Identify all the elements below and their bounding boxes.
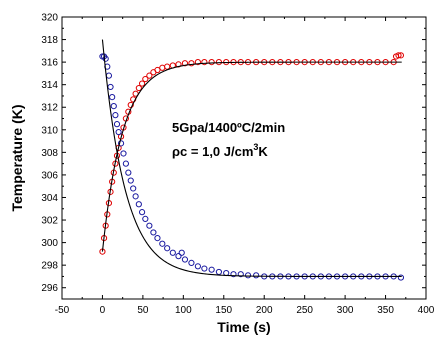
series-layer xyxy=(99,39,405,281)
annotation-line-2: ρc = 1,0 J/cm3K xyxy=(172,142,268,159)
y-tick-label: 318 xyxy=(41,35,58,46)
data-point xyxy=(181,256,189,263)
data-point xyxy=(201,265,208,272)
x-tick-label: 350 xyxy=(377,305,394,316)
y-tick-label: 302 xyxy=(41,216,58,227)
data-point xyxy=(146,72,153,79)
data-point xyxy=(154,66,161,74)
x-tick-label: 300 xyxy=(337,305,354,316)
y-tick-label: 304 xyxy=(41,193,58,204)
fit-curve-1 xyxy=(101,61,402,252)
data-point xyxy=(135,201,142,208)
data-point xyxy=(125,169,132,176)
x-tick-label: 400 xyxy=(418,305,435,316)
data-point xyxy=(194,59,201,66)
y-tick-label: 314 xyxy=(41,80,58,91)
data-point xyxy=(244,272,252,279)
x-tick-label: 150 xyxy=(215,305,232,316)
data-point xyxy=(112,112,119,119)
x-tick-label: 50 xyxy=(137,305,149,316)
data-point xyxy=(102,55,109,62)
data-point xyxy=(142,75,149,83)
y-tick-label: 312 xyxy=(41,103,58,114)
data-point xyxy=(169,249,176,256)
y-tick-label: 308 xyxy=(41,148,58,159)
x-tick-label: 250 xyxy=(296,305,313,316)
data-point xyxy=(159,240,166,247)
data-point xyxy=(164,245,171,252)
data-point xyxy=(253,272,260,279)
data-point xyxy=(113,121,121,128)
annotation-line-2-prefix: ρc = 1,0 J/cm xyxy=(172,144,253,159)
x-tick-label: 200 xyxy=(256,305,273,316)
y-tick-label: 300 xyxy=(41,238,58,249)
annotation-line-1: 5Gpa/1400ºC/2min xyxy=(172,120,285,135)
x-tick-label: 0 xyxy=(100,305,106,316)
data-point xyxy=(142,215,149,223)
data-point xyxy=(208,59,215,66)
x-tick-label: 100 xyxy=(175,305,192,316)
data-point xyxy=(188,259,195,266)
data-point xyxy=(138,80,146,87)
data-point xyxy=(208,266,215,273)
data-point xyxy=(397,274,405,281)
data-point xyxy=(164,63,171,70)
fit-curve-2 xyxy=(101,39,402,277)
data-point xyxy=(110,103,117,110)
data-point xyxy=(201,59,208,66)
data-point xyxy=(130,185,137,192)
data-point xyxy=(395,52,402,59)
data-point xyxy=(120,150,127,157)
data-point xyxy=(138,209,146,216)
x-tick-label: -50 xyxy=(55,305,70,316)
data-point xyxy=(122,160,130,167)
annotation-line-2-sup: 3 xyxy=(253,142,258,152)
data-point xyxy=(117,140,125,147)
axis-layer: -50 0 50 100 150 200 250 300 350 400 296 298 300 302 3… xyxy=(41,13,434,317)
data-point xyxy=(175,253,182,260)
annotation-line-2-suffix: K xyxy=(258,144,268,159)
data-point xyxy=(115,128,122,136)
y-tick-label: 316 xyxy=(41,58,58,69)
y-tick-label: 298 xyxy=(41,261,58,272)
data-point xyxy=(150,229,157,236)
y-tick-label: 310 xyxy=(41,125,58,136)
y-axis-title: Temperature (K) xyxy=(9,104,25,211)
data-point xyxy=(397,52,405,59)
data-point xyxy=(237,271,244,278)
data-point xyxy=(154,234,161,242)
y-tick-label: 306 xyxy=(41,170,58,181)
data-point xyxy=(146,222,153,229)
data-point xyxy=(132,193,139,200)
y-tick-label: 320 xyxy=(41,13,58,24)
x-axis-title: Time (s) xyxy=(217,319,270,335)
data-point xyxy=(230,271,237,278)
data-point xyxy=(109,93,116,101)
data-point xyxy=(178,249,185,256)
data-point xyxy=(194,263,201,270)
data-point xyxy=(188,60,195,67)
y-tick-label: 296 xyxy=(41,283,58,294)
data-point xyxy=(135,84,142,92)
data-point xyxy=(127,177,134,184)
